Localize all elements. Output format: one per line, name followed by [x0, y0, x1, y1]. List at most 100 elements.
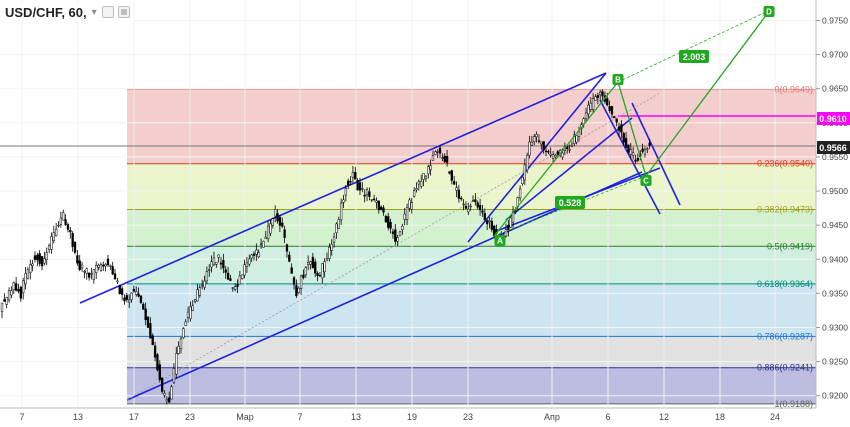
candle	[7, 290, 11, 301]
candle	[420, 181, 423, 187]
symbol-title[interactable]: USD/CHF, 60,	[5, 4, 87, 20]
candle	[646, 148, 649, 151]
candle	[410, 202, 413, 210]
square-icon[interactable]	[101, 6, 114, 18]
candle	[568, 149, 571, 151]
time-axis[interactable]: 7 13 17 23 Мар 7 13 19 23 Апр 6 12 18 24	[0, 407, 816, 422]
pattern-point-badge[interactable]	[612, 74, 624, 85]
candle	[165, 399, 169, 402]
candle	[36, 254, 39, 261]
candle	[617, 126, 621, 131]
candle	[215, 261, 218, 265]
candle	[434, 151, 437, 155]
candle	[297, 287, 300, 294]
fib-level-label: 0.236(0.9540)	[757, 159, 813, 169]
candle	[26, 269, 30, 279]
candle	[431, 155, 435, 161]
time-tick-label: 13	[73, 412, 83, 422]
candle	[144, 308, 147, 320]
candle	[116, 280, 119, 283]
candle	[535, 134, 538, 138]
candle	[375, 200, 378, 203]
candle	[382, 207, 385, 213]
candle	[314, 261, 317, 274]
candle	[401, 225, 404, 231]
candle	[438, 147, 442, 154]
candle	[521, 177, 524, 185]
pattern-ratio-badge[interactable]	[555, 196, 585, 209]
candle	[128, 299, 131, 303]
box-icon[interactable]	[117, 6, 130, 18]
candle	[288, 254, 291, 262]
time-tick-label: 17	[129, 412, 139, 422]
candle	[337, 219, 340, 229]
candle	[97, 264, 100, 268]
candle	[415, 188, 418, 191]
pattern-ratio-badge[interactable]	[679, 50, 709, 63]
price-tick-label: 0.9400	[822, 254, 848, 264]
candle	[31, 263, 34, 266]
channel-line[interactable]	[126, 171, 643, 401]
candle	[509, 217, 512, 228]
candle	[387, 216, 390, 228]
channel-line[interactable]	[505, 117, 633, 221]
candle	[208, 269, 211, 271]
pattern-point-badge[interactable]	[640, 175, 652, 186]
candle	[573, 134, 576, 144]
fib-diagonal	[126, 92, 661, 401]
candle	[45, 252, 48, 260]
candle	[172, 368, 176, 383]
price-tick-label: 0.9250	[822, 357, 848, 367]
candle	[299, 275, 303, 289]
pattern-leg[interactable]	[617, 81, 647, 177]
candle	[184, 321, 187, 326]
pattern-leg[interactable]	[493, 81, 619, 237]
candle	[142, 303, 145, 310]
channel-line[interactable]	[631, 102, 681, 206]
chevron-down-icon[interactable]: ▾	[91, 6, 97, 18]
candle	[135, 291, 138, 295]
price-tick-label: 0.9450	[822, 220, 848, 230]
candle	[530, 141, 534, 146]
candle	[354, 172, 357, 180]
fib-zone	[127, 367, 816, 404]
candle	[245, 262, 249, 268]
time-tick-label: 13	[351, 412, 361, 422]
candle	[132, 288, 136, 292]
candle	[417, 181, 420, 185]
candle	[252, 253, 256, 256]
price-axis[interactable]: 0.97500.97000.96500.96000.95500.95000.94…	[815, 0, 848, 408]
harmonic-pattern[interactable]: A B C D 0.528 2.003	[493, 6, 775, 246]
candle	[377, 200, 380, 211]
candle	[596, 95, 599, 98]
candle	[641, 148, 644, 152]
channel-line[interactable]	[599, 99, 661, 215]
pattern-point-badge[interactable]	[763, 6, 775, 17]
candle	[549, 153, 552, 156]
candle	[177, 346, 180, 354]
candle	[610, 106, 614, 115]
candle	[205, 271, 209, 282]
pattern-point-badge[interactable]	[494, 235, 506, 246]
fib-zone	[127, 283, 816, 337]
candle	[130, 292, 133, 300]
fib-zone	[127, 89, 816, 164]
candle	[318, 275, 322, 277]
resistance-price-tag-bg	[817, 112, 850, 125]
candle	[285, 244, 289, 252]
time-tick-label: 23	[185, 412, 195, 422]
candle	[380, 206, 383, 211]
candle	[620, 124, 623, 133]
candle	[38, 253, 41, 264]
candle	[351, 172, 355, 178]
candle	[248, 258, 251, 265]
candle	[295, 285, 298, 297]
candle	[335, 223, 338, 234]
channel-line[interactable]	[79, 72, 607, 304]
pattern-leg[interactable]	[645, 9, 771, 177]
candle	[330, 244, 333, 251]
candle	[87, 272, 91, 278]
channel-line[interactable]	[467, 72, 607, 243]
candle	[224, 269, 227, 273]
